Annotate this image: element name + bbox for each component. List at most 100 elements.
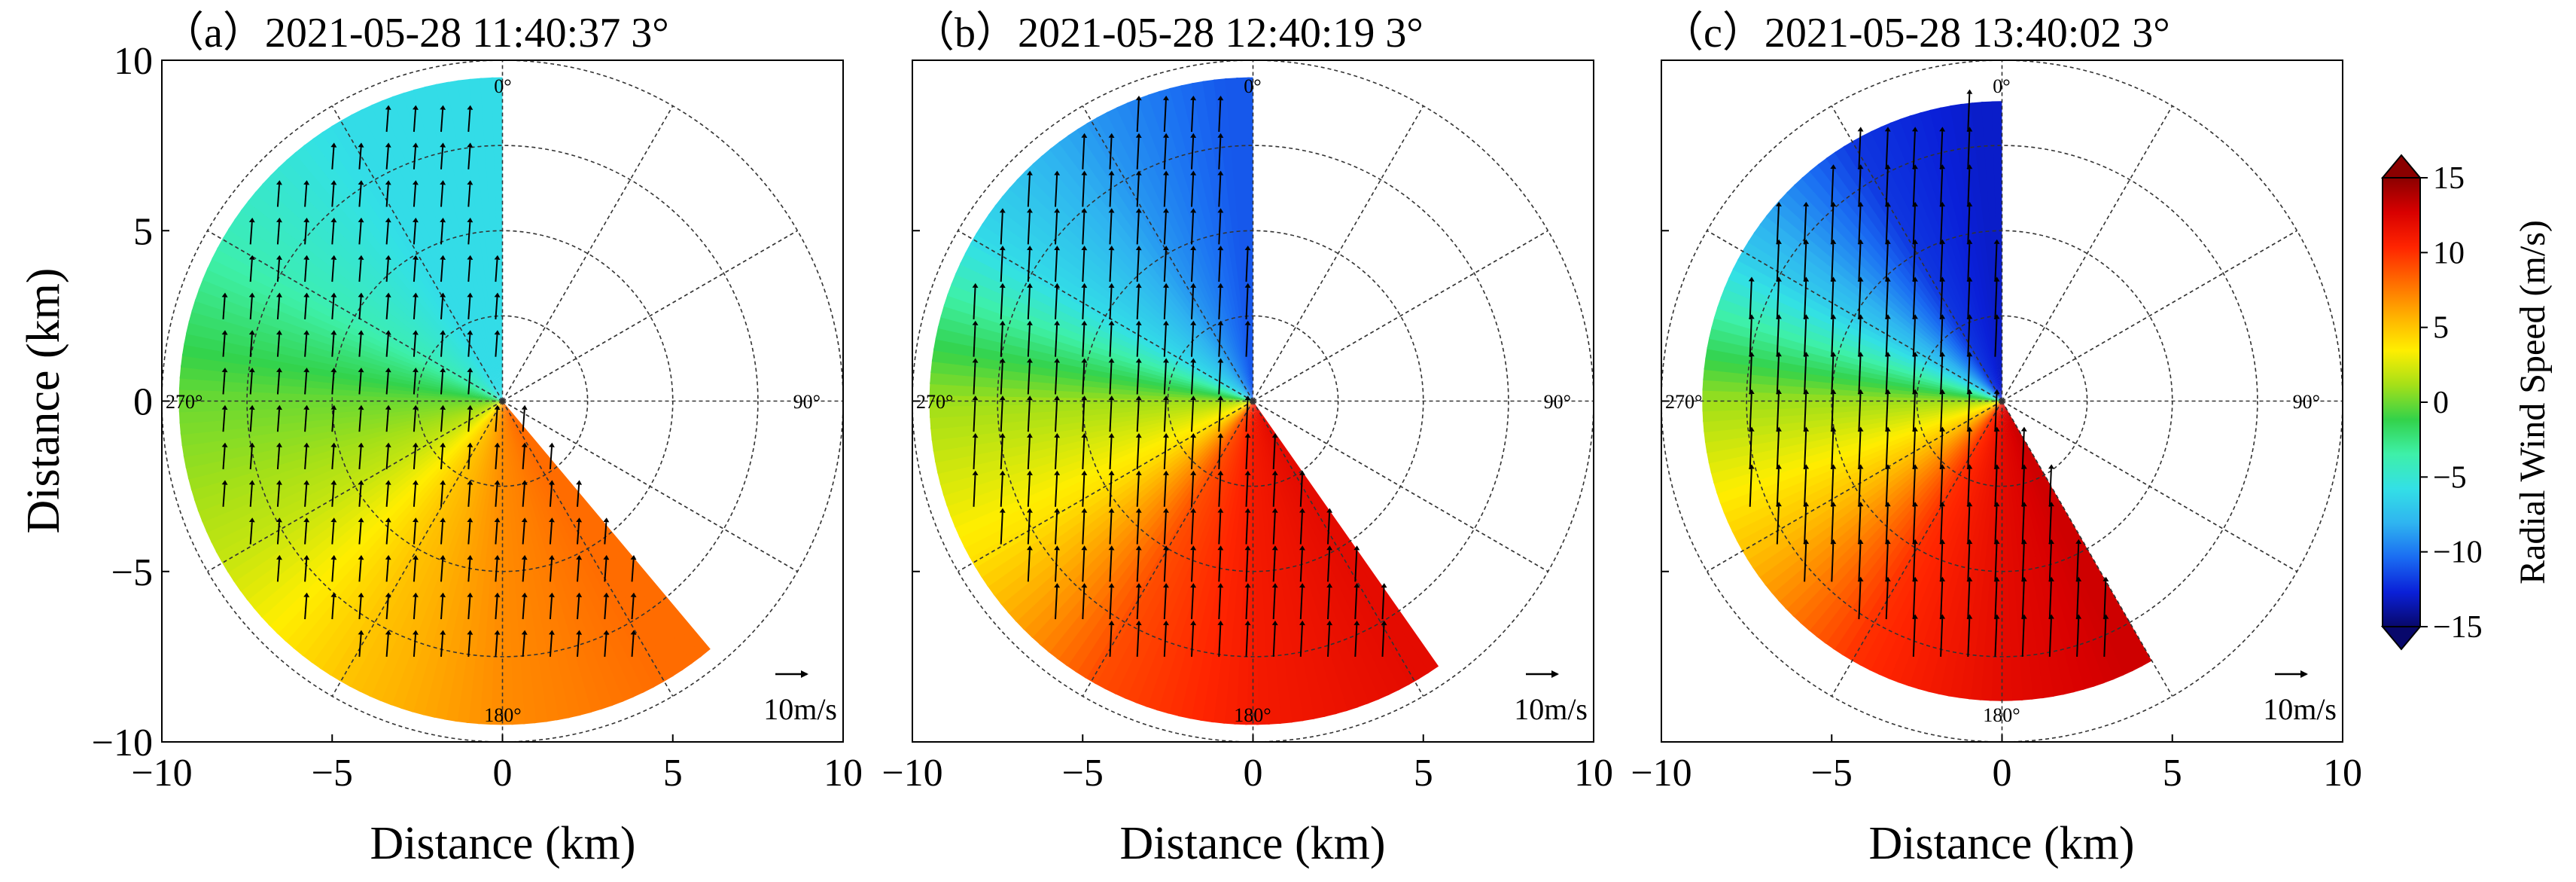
wind-arrow bbox=[1994, 543, 1998, 582]
wind-arrow bbox=[1299, 624, 1303, 657]
y-axis-label: Distance (km) bbox=[18, 268, 69, 534]
velocity-wedge bbox=[1728, 267, 2002, 401]
wind-arrowhead bbox=[1244, 470, 1251, 475]
wind-arrowhead bbox=[1190, 433, 1197, 438]
wind-arrowhead bbox=[494, 292, 501, 298]
wind-arrow bbox=[2103, 618, 2107, 657]
velocity-wedge bbox=[234, 209, 503, 401]
velocity-wedge bbox=[2002, 401, 2075, 695]
wind-arrow bbox=[1082, 400, 1086, 432]
velocity-wedge bbox=[1746, 401, 2002, 569]
wind-arrowhead bbox=[521, 404, 528, 410]
wind-arrow bbox=[1136, 624, 1140, 657]
wind-arrowhead bbox=[1108, 433, 1115, 438]
wind-arrow bbox=[1000, 325, 1003, 357]
wind-arrow bbox=[1027, 400, 1031, 432]
azimuth-spoke bbox=[1707, 230, 2002, 402]
wind-arrow bbox=[1000, 212, 1003, 245]
wind-arrow bbox=[1940, 319, 1944, 357]
velocity-wedge bbox=[2002, 401, 2054, 699]
wind-arrowhead bbox=[1190, 358, 1197, 363]
wind-arrowhead bbox=[1299, 508, 1305, 513]
wind-arrowhead bbox=[1326, 620, 1333, 626]
wind-arrow bbox=[1109, 475, 1113, 507]
wind-arrow bbox=[495, 447, 498, 470]
wind-arrow bbox=[385, 522, 389, 545]
wind-arrow bbox=[1858, 356, 1862, 395]
wind-arrow bbox=[331, 447, 335, 470]
colorbar-tick-label: −15 bbox=[2433, 610, 2483, 645]
velocity-wedge bbox=[1158, 87, 1253, 401]
wind-arrow bbox=[1082, 287, 1086, 319]
panel-c-reference-label: 10m/s bbox=[2263, 692, 2337, 726]
wind-arrow bbox=[1027, 512, 1031, 545]
wind-arrowhead bbox=[358, 292, 364, 298]
wind-arrowhead bbox=[1135, 208, 1142, 213]
wind-arrow bbox=[1967, 206, 1971, 245]
wind-arrowhead bbox=[1326, 508, 1333, 513]
wind-arrowhead bbox=[1381, 620, 1387, 626]
wind-arrow bbox=[358, 634, 362, 657]
wind-arrow bbox=[1858, 431, 1862, 470]
wind-arrowhead bbox=[1081, 246, 1088, 251]
wind-arrow bbox=[331, 297, 335, 319]
wind-arrow bbox=[1272, 550, 1276, 582]
wind-arrow bbox=[495, 597, 498, 620]
panel-b-sector bbox=[929, 77, 1439, 725]
wind-arrow bbox=[1055, 362, 1058, 395]
wind-arrowhead bbox=[1135, 133, 1142, 138]
velocity-wedge bbox=[1792, 401, 2002, 624]
wind-arrowhead bbox=[1271, 470, 1278, 475]
wind-arrow bbox=[1109, 250, 1113, 282]
wind-arrow bbox=[1218, 587, 1222, 620]
wind-arrow bbox=[1109, 437, 1113, 470]
wind-arrow bbox=[604, 634, 607, 657]
wind-arrow bbox=[358, 185, 362, 207]
velocity-wedge bbox=[1793, 176, 2002, 401]
wind-arrow bbox=[440, 109, 444, 133]
velocity-wedge bbox=[1016, 170, 1253, 401]
wind-arrowhead bbox=[1244, 395, 1251, 401]
wind-arrow bbox=[1885, 431, 1889, 470]
wind-arrow bbox=[1858, 243, 1862, 282]
wind-arrowhead bbox=[1217, 133, 1224, 138]
panel-b-arrows bbox=[972, 96, 1387, 657]
velocity-wedge bbox=[2002, 401, 2124, 680]
velocity-wedge bbox=[1114, 401, 1253, 700]
wind-arrowhead bbox=[972, 433, 979, 438]
velocity-wedge bbox=[502, 401, 570, 721]
wind-arrowhead bbox=[467, 218, 473, 223]
wind-arrow bbox=[413, 447, 416, 470]
velocity-wedge bbox=[1706, 401, 2002, 464]
wind-arrowhead bbox=[276, 292, 282, 298]
wind-arrowhead bbox=[494, 330, 501, 335]
wind-arrowhead bbox=[385, 480, 391, 485]
wind-arrow bbox=[304, 259, 308, 282]
azimuth-spoke bbox=[2002, 230, 2297, 402]
wind-arrow bbox=[1055, 250, 1058, 282]
wind-arrow bbox=[276, 447, 280, 470]
velocity-wedge bbox=[500, 401, 514, 725]
wind-arrow bbox=[1831, 543, 1835, 582]
wind-arrowhead bbox=[1081, 282, 1088, 288]
wind-arrowhead bbox=[1217, 246, 1224, 251]
velocity-wedge bbox=[1817, 157, 2002, 401]
panel-c-title: （c）2021-05-28 13:40:02 3° bbox=[1661, 10, 2170, 56]
wind-arrow bbox=[1804, 206, 1807, 245]
wind-arrowhead bbox=[1135, 395, 1142, 401]
wind-arrowhead bbox=[385, 255, 391, 260]
wind-arrowhead bbox=[1054, 246, 1061, 251]
wind-arrow bbox=[1136, 250, 1140, 282]
wind-arrowhead bbox=[1190, 246, 1197, 251]
panel-b-y-ticks bbox=[912, 60, 920, 743]
wind-arrow bbox=[495, 634, 498, 657]
azimuth-spoke bbox=[2001, 401, 2173, 697]
wind-arrowhead bbox=[1244, 246, 1251, 251]
wind-arrow bbox=[1940, 431, 1944, 470]
wind-arrow bbox=[467, 185, 471, 207]
wind-arrowhead bbox=[276, 554, 282, 560]
wind-arrow bbox=[1218, 624, 1222, 657]
wind-arrow bbox=[331, 221, 335, 245]
wind-arrow bbox=[1000, 475, 1003, 507]
wind-arrow bbox=[973, 325, 976, 357]
